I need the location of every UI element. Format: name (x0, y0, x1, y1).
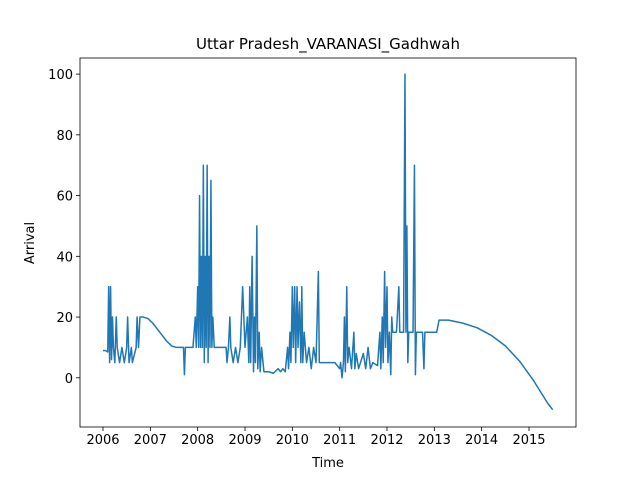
x-tick-label: 2011 (323, 433, 356, 448)
y-tick-label: 60 (56, 190, 73, 205)
y-tick-label: 80 (56, 129, 73, 144)
x-tick-label: 2012 (370, 433, 403, 448)
x-tick-label: 2014 (465, 433, 498, 448)
x-tick-label: 2015 (512, 433, 545, 448)
y-axis-label: Arrival (23, 222, 38, 264)
y-tick-label: 100 (48, 68, 73, 83)
x-tick-label: 2007 (134, 433, 167, 448)
chart-title: Uttar Pradesh_VARANASI_Gadhwah (196, 35, 460, 54)
y-tick-label: 40 (56, 250, 73, 265)
x-tick-label: 2008 (181, 433, 214, 448)
data-line (103, 73, 554, 411)
x-tick-label: 2013 (418, 433, 451, 448)
y-tick-label: 0 (65, 372, 73, 387)
x-tick-label: 2006 (86, 433, 119, 448)
x-tick-label: 2009 (228, 433, 261, 448)
plot-frame (79, 57, 577, 428)
x-axis-label: Time (311, 456, 344, 471)
x-tick-label: 2010 (276, 433, 309, 448)
y-tick-label: 20 (56, 311, 73, 326)
